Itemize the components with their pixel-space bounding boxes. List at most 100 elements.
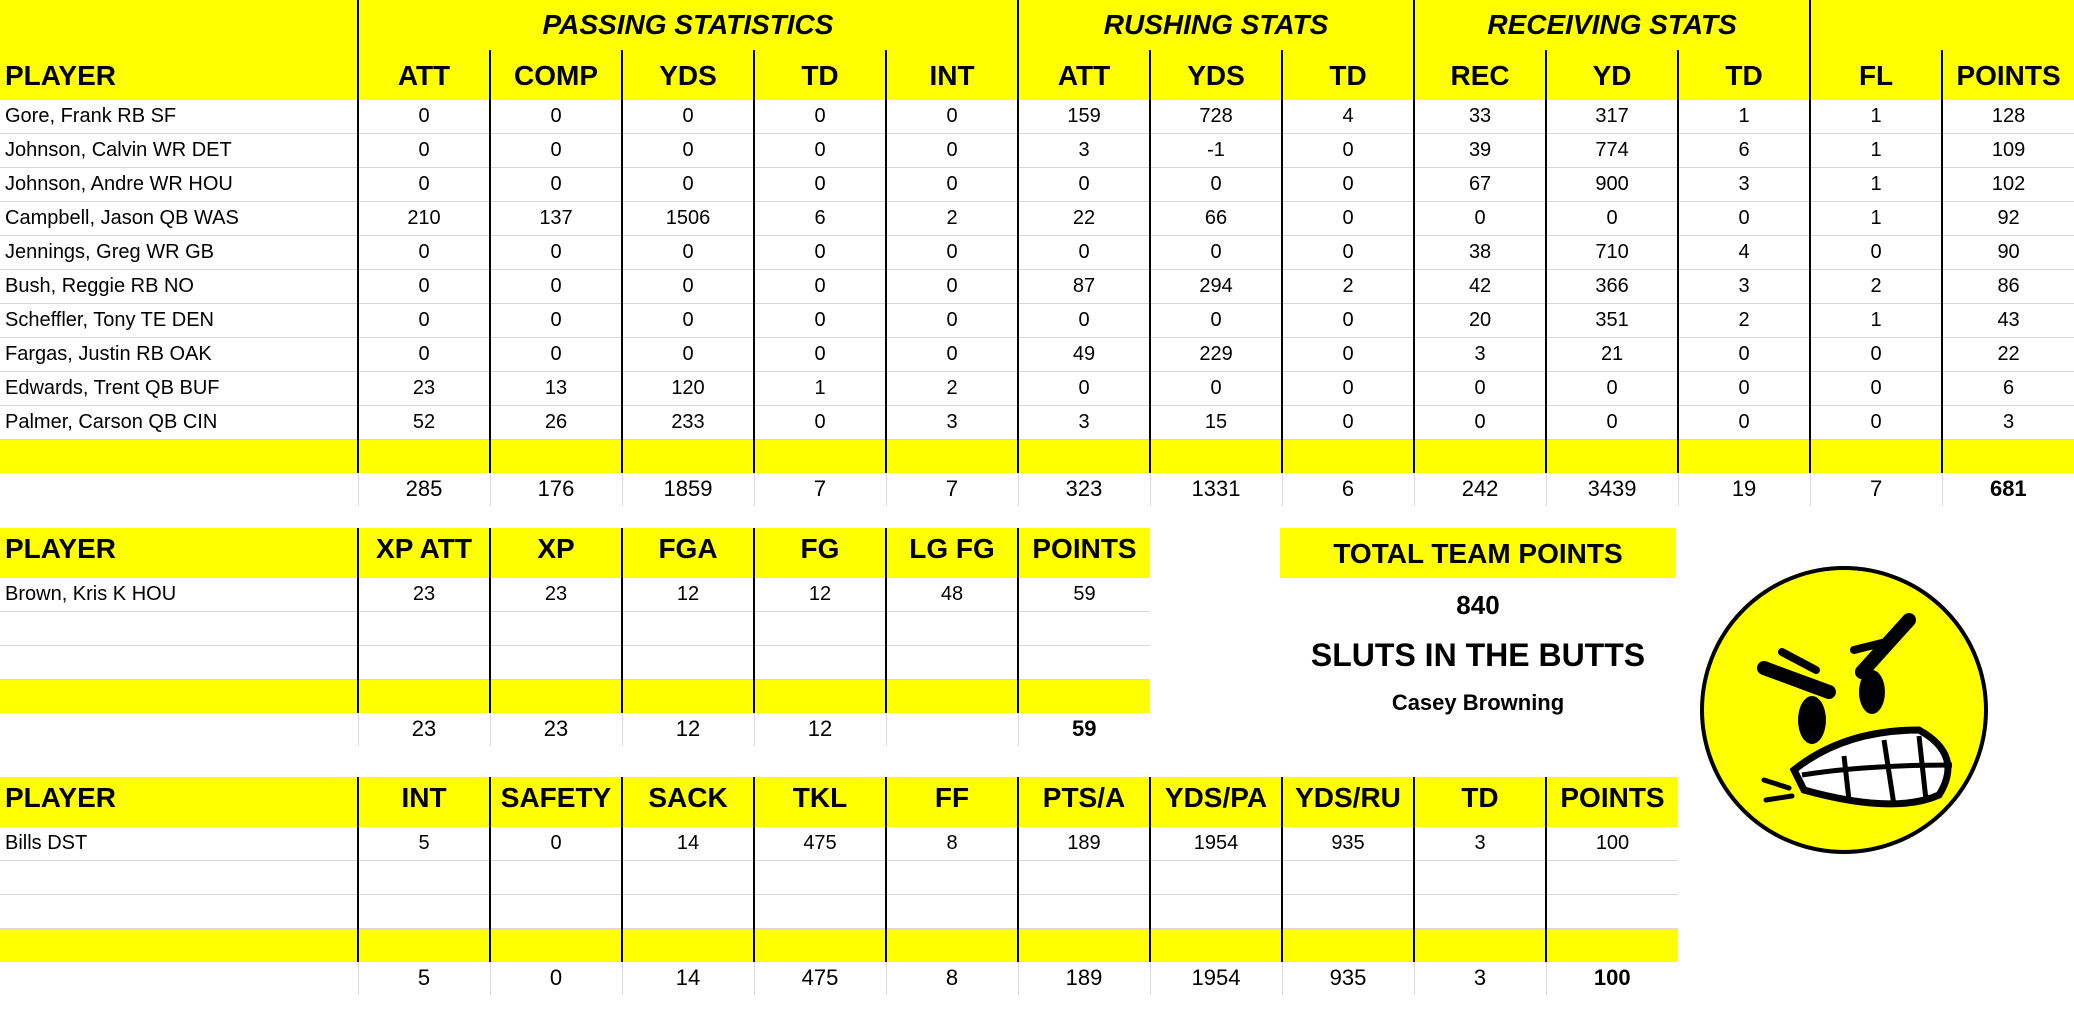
stat-cell: 49: [1017, 337, 1151, 372]
defense-team-row: Bills DST 5 0 14 475 8 189 1954 935 3 100: [0, 827, 1678, 861]
stat-cell: 0: [1545, 201, 1679, 236]
stat-cell: 475: [753, 827, 886, 861]
stat-cell: 92: [1941, 201, 2074, 236]
stat-cell: 102: [1941, 167, 2074, 202]
offense-header-row: PLAYER ATT COMP YDS TD INT ATT YDS TD RE…: [0, 50, 2074, 100]
stat-cell: 4: [1677, 235, 1811, 270]
stat-cell: 317: [1545, 100, 1679, 134]
owner-name: Casey Browning: [1391, 690, 1565, 715]
stat-cell: 86: [1941, 269, 2074, 304]
offense-player-row: Scheffler, Tony TE DEN 0 0 0 0 0 0 0 0 20 351 2 1 43: [0, 303, 2074, 338]
stat-cell: 109: [1941, 133, 2074, 168]
stat-cell: 0: [1281, 303, 1415, 338]
stat-cell: 3: [1677, 269, 1811, 304]
team-summary: TOTAL TEAM POINTS 840 SLUTS IN THE BUTTS…: [1280, 528, 1676, 716]
stat-cell: 2: [1677, 303, 1811, 338]
total-cell: 935: [1281, 961, 1414, 995]
total-cell: 23: [489, 712, 622, 746]
stat-cell: 0: [884, 303, 1019, 338]
stat-cell: 1954: [1149, 827, 1282, 861]
total-cell: 19: [1677, 472, 1811, 506]
player-name-cell: Gore, Frank RB SF: [0, 100, 358, 134]
stat-cell: [1017, 860, 1150, 895]
offense-player-row: Johnson, Calvin WR DET 0 0 0 0 0 3 -1 0 39 774 6 1 10…: [0, 133, 2074, 168]
stat-cell: 39: [1413, 133, 1547, 168]
stat-cell: 0: [1149, 371, 1283, 406]
offense-player-row: Bush, Reggie RB NO 0 0 0 0 0 87 294 2 42 366 3 2 86: [0, 269, 2074, 304]
offense-player-row: Palmer, Carson QB CIN 52 26 233 0 3 3 15 0 0 0 0 0 3: [0, 405, 2074, 440]
kicker-header-row: PLAYER XP ATT XP FGA FG LG FG POINTS: [0, 528, 1150, 578]
yellow-spacer-row: [0, 439, 2074, 473]
stat-cell: [885, 611, 1018, 646]
stat-cell: [489, 860, 622, 895]
stat-cell: 0: [753, 269, 886, 304]
kicker-player-row: [0, 611, 1150, 646]
stat-cell: 366: [1545, 269, 1679, 304]
column-header: SACK: [621, 777, 754, 827]
stat-cell: 0: [1149, 303, 1283, 338]
stat-cell: 0: [621, 133, 754, 168]
column-header: TKL: [753, 777, 886, 827]
total-cell: 475: [753, 961, 886, 995]
stat-cell: 0: [1149, 235, 1283, 270]
offense-player-row: Johnson, Andre WR HOU 0 0 0 0 0 0 0 0 67 900 3 1 102: [0, 167, 2074, 202]
stat-cell: 59: [1017, 578, 1150, 612]
stat-cell: 0: [753, 167, 886, 202]
total-cell: 7: [1809, 472, 1943, 506]
offense-player-row: Fargas, Justin RB OAK 0 0 0 0 0 49 229 0 3 21 0 0 22: [0, 337, 2074, 372]
total-cell: 7: [885, 472, 1019, 506]
stat-cell: 3: [884, 405, 1019, 440]
stat-cell: 0: [1017, 167, 1151, 202]
stat-cell: 0: [1545, 405, 1679, 440]
column-header: XP: [489, 528, 622, 578]
total-cell: 323: [1017, 472, 1151, 506]
stat-cell: [357, 860, 490, 895]
column-header: TD: [1281, 50, 1415, 100]
column-header: POINTS: [1941, 50, 2074, 100]
stat-cell: 1506: [621, 201, 754, 236]
stat-cell: 0: [621, 167, 754, 202]
stat-cell: 0: [489, 269, 622, 304]
total-cell: 189: [1017, 961, 1150, 995]
yellow-spacer-row: [0, 928, 1678, 962]
total-cell: 1859: [621, 472, 754, 506]
stat-cell: 120: [621, 371, 754, 406]
stat-cell: 6: [1677, 133, 1811, 168]
stat-cell: 0: [489, 167, 622, 202]
stat-cell: 90: [1941, 235, 2074, 270]
totals-row: 5 0 14 475 8 189 1954 935 3 100: [0, 961, 1678, 995]
total-cell: 285: [357, 472, 490, 506]
stat-cell: [1413, 894, 1546, 929]
stat-cell: 21: [1545, 337, 1679, 372]
stat-cell: [885, 645, 1018, 680]
stat-cell: [1281, 894, 1414, 929]
total-team-points-value: 840: [1456, 590, 1500, 620]
total-cell: 7: [753, 472, 886, 506]
stat-cell: 12: [753, 578, 886, 612]
column-header: COMP: [489, 50, 622, 100]
stat-cell: [753, 645, 886, 680]
stat-cell: 294: [1149, 269, 1283, 304]
stat-cell: 1: [1809, 133, 1943, 168]
stat-cell: 0: [753, 303, 886, 338]
player-name-cell: Jennings, Greg WR GB: [0, 235, 358, 270]
stat-cell: 12: [621, 578, 754, 612]
total-cell: 14: [621, 961, 754, 995]
stat-cell: 5: [357, 827, 490, 861]
stat-cell: 0: [753, 405, 886, 440]
stat-cell: [357, 611, 490, 646]
stat-cell: 0: [357, 235, 490, 270]
defense-header-row: PLAYER INT SAFETY SACK TKL FF PTS/A YDS/…: [0, 777, 1678, 827]
total-cell: 3: [1413, 961, 1546, 995]
stat-cell: [753, 611, 886, 646]
player-name-cell: Scheffler, Tony TE DEN: [0, 303, 358, 338]
kicker-player-row: [0, 645, 1150, 680]
stat-cell: 210: [357, 201, 490, 236]
stat-cell: 900: [1545, 167, 1679, 202]
stat-cell: 0: [621, 337, 754, 372]
stat-cell: [621, 611, 754, 646]
stat-cell: 2: [1809, 269, 1943, 304]
stat-cell: 189: [1017, 827, 1150, 861]
total-cell: 6: [1281, 472, 1415, 506]
stat-cell: 1: [1809, 100, 1943, 134]
